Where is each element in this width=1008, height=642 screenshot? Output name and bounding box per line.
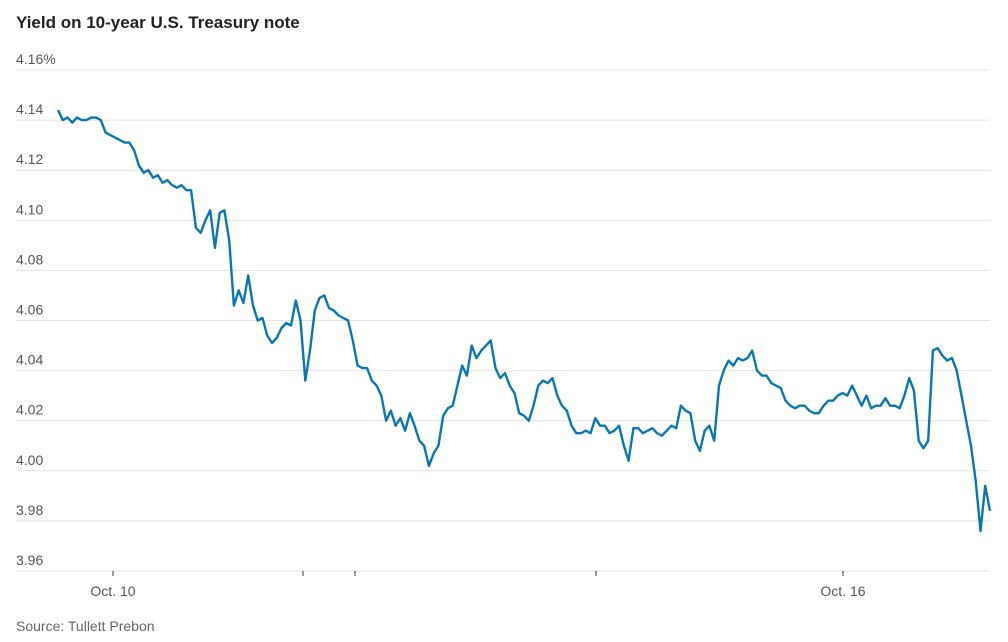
- y-tick-label: 4.16%: [16, 51, 56, 67]
- x-tick-label: Oct. 10: [90, 583, 135, 599]
- y-grid: 4.16% 4.14 4.12 4.10 4.08 4.06 4.04 4.02 4.00 3.9…: [16, 51, 990, 572]
- chart-title: Yield on 10-year U.S. Treasury note: [16, 13, 300, 32]
- y-tick-label: 4.06: [16, 302, 43, 318]
- y-tick-label: 4.00: [16, 452, 43, 468]
- y-tick-label: 4.10: [16, 201, 43, 217]
- y-tick-label: 4.12: [16, 151, 43, 167]
- yield-series-line: [56, 109, 992, 533]
- chart-source: Source: Tullett Prebon: [16, 618, 155, 634]
- y-tick-label: 4.14: [16, 101, 43, 117]
- y-tick-label: 4.02: [16, 402, 43, 418]
- y-tick-label: 3.96: [16, 552, 43, 568]
- y-tick-label: 4.04: [16, 352, 43, 368]
- y-tick-label: 3.98: [16, 502, 43, 518]
- y-tick-label: 4.08: [16, 251, 43, 267]
- x-axis: Oct. 10 Oct. 16: [90, 571, 866, 599]
- x-tick-label: Oct. 16: [820, 583, 865, 599]
